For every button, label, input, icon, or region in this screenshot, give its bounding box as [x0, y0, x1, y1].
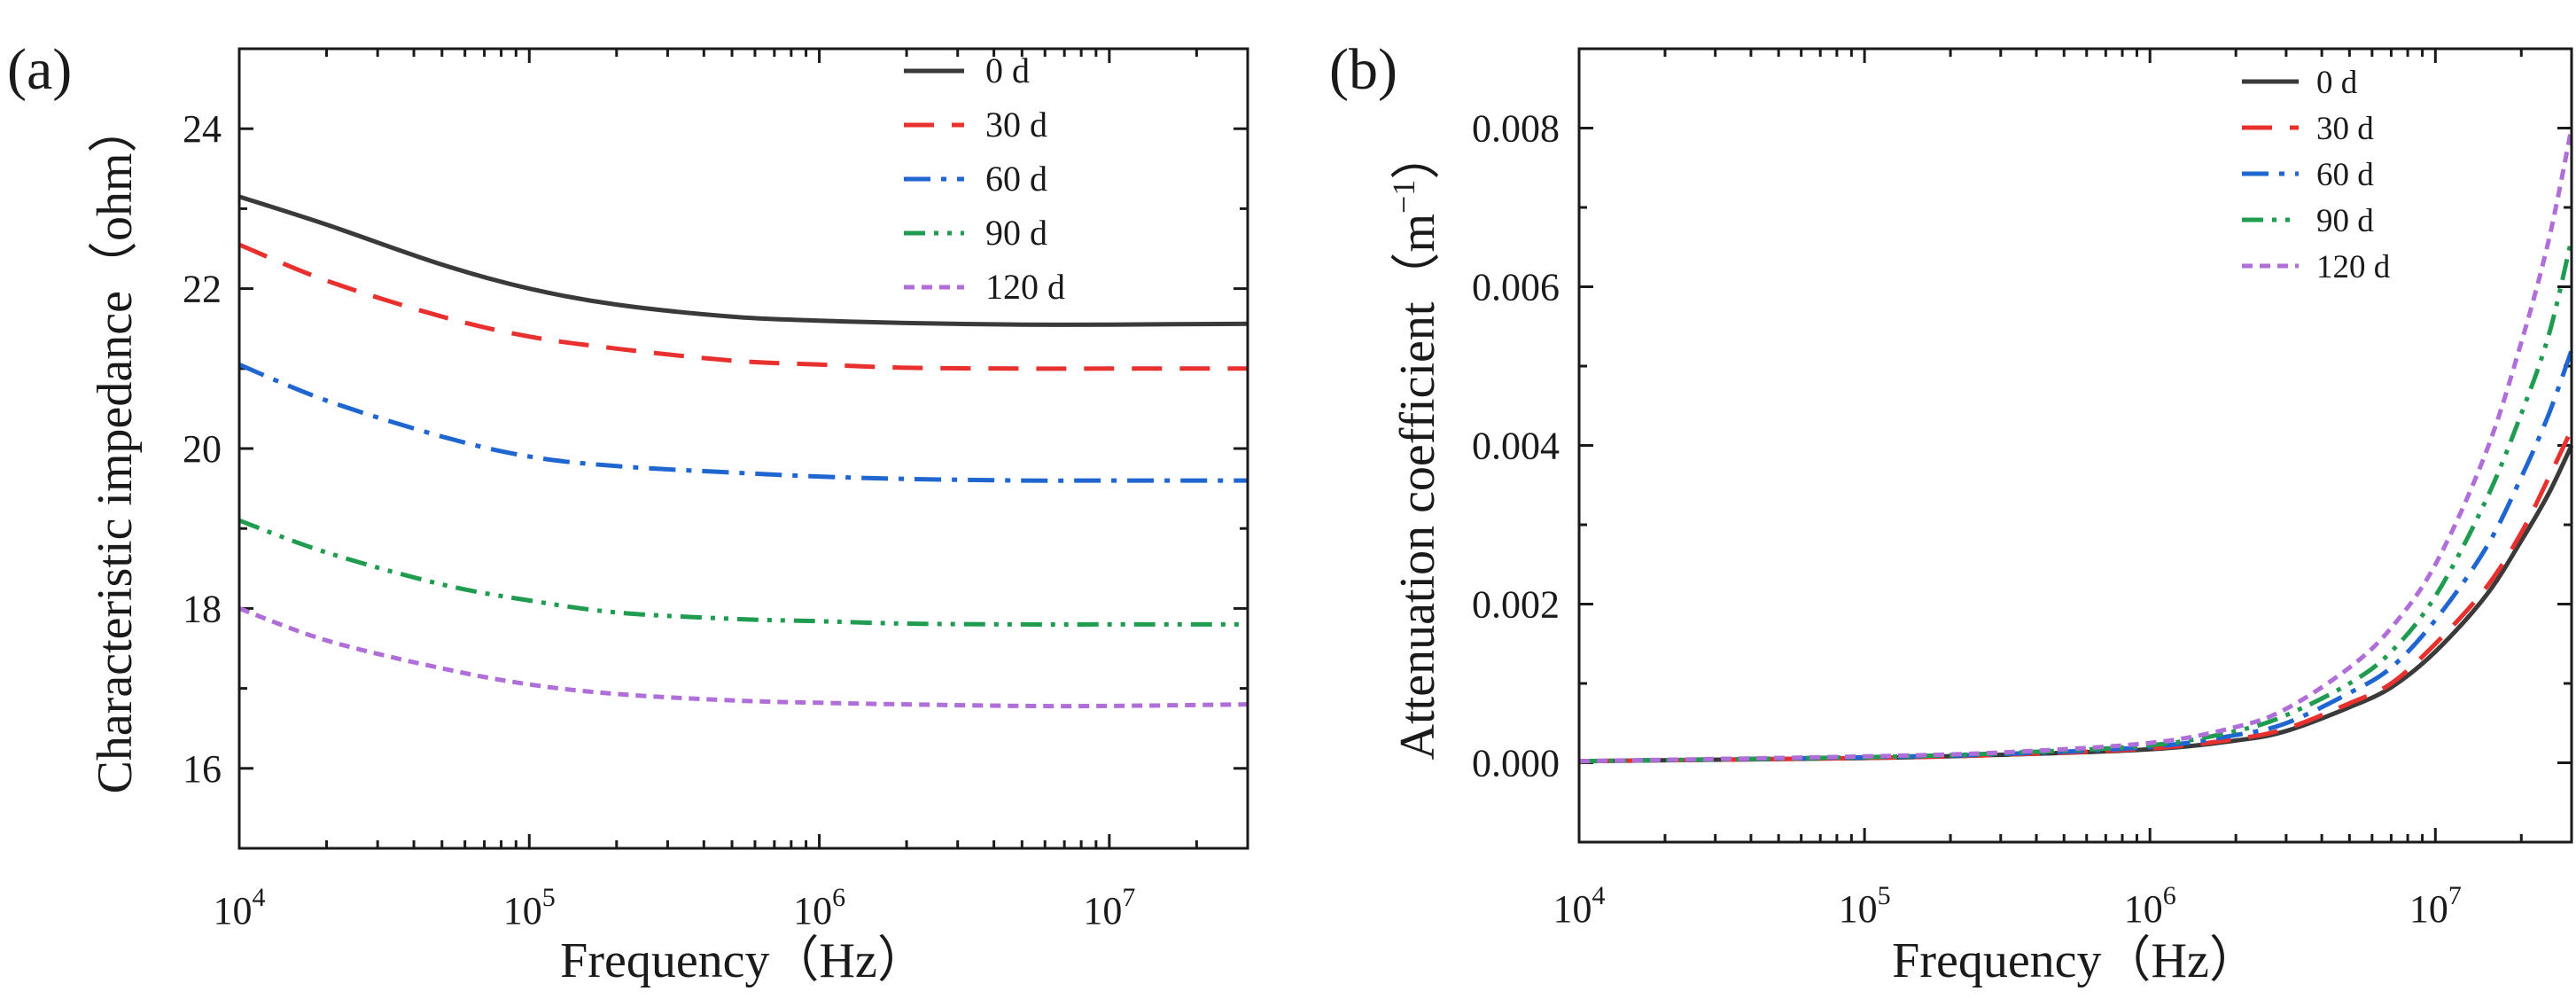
y-tick-label: 0.004 — [1472, 425, 1560, 468]
legend-label: 120 d — [985, 267, 1065, 307]
x-tick-labels: 104 105 106 107 — [1553, 881, 2462, 931]
series-line-0d — [238, 194, 1249, 327]
chart-panel-a: (a) 16 18 20 22 24 104 105 106 107 Characterist… — [7, 37, 1249, 988]
y-tick-label: 0.008 — [1472, 107, 1560, 151]
y-axis-label-b-sup: −1 — [1386, 180, 1421, 214]
y-tick-label: 22 — [183, 268, 222, 311]
panel-label-a: (a) — [7, 37, 72, 102]
x-tick-label: 106 — [2124, 881, 2176, 931]
y-tick-label: 0.002 — [1472, 583, 1560, 627]
x-tick-labels: 104 105 106 107 — [214, 883, 1136, 933]
plot-area-b — [1577, 47, 2574, 844]
x-tick-label: 104 — [1553, 881, 1606, 931]
legend-label: 30 d — [985, 105, 1047, 144]
series-line-60d — [1578, 349, 2574, 764]
series-line-120d — [1578, 127, 2574, 764]
legend-a: 0 d 30 d 60 d 90 d 120 d — [904, 51, 1065, 307]
x-tick-label: 107 — [2409, 881, 2462, 931]
y-axis-label-b-close: ） — [1390, 130, 1445, 180]
axes-frame-b — [1577, 47, 2573, 844]
x-axis-label-a: Frequency（Hz） — [560, 933, 927, 988]
legend-b: 0 d 30 d 60 d 90 d 120 d — [2242, 65, 2391, 285]
legend-label: 90 d — [985, 213, 1047, 253]
series-line-90d — [238, 518, 1248, 627]
y-tick-label: 16 — [183, 747, 222, 791]
x-tick-label: 104 — [214, 883, 266, 933]
series-line-60d — [238, 362, 1248, 483]
legend-label: 0 d — [2316, 65, 2358, 101]
x-axis-label-b: Frequency（Hz） — [1892, 933, 2259, 988]
y-tick-labels: 0.000 0.002 0.004 0.006 0.008 — [1472, 107, 1560, 785]
x-tick-label: 106 — [793, 883, 845, 933]
legend-label: 0 d — [985, 51, 1030, 90]
y-tick-labels: 16 18 20 22 24 — [183, 107, 222, 791]
x-tick-label: 105 — [1839, 881, 1891, 931]
x-tick-label: 107 — [1083, 883, 1135, 933]
panel-label-b: (b) — [1329, 37, 1397, 102]
legend-label: 120 d — [2316, 249, 2391, 285]
series-line-30d — [238, 242, 1248, 371]
series-line-30d — [1578, 428, 2574, 764]
y-tick-label: 0.000 — [1472, 742, 1560, 785]
y-tick-label: 0.006 — [1472, 266, 1560, 309]
series-line-90d — [1578, 238, 2574, 764]
x-tick-label: 105 — [503, 883, 556, 933]
plot-area-a — [237, 47, 1249, 850]
y-tick-label: 24 — [183, 107, 222, 151]
series-line-0d — [1578, 444, 2574, 764]
y-axis-label-a: Characteristic impedance（ohm） — [88, 103, 143, 793]
y-axis-label-b: Attenuation coefficient（m−1） — [1386, 130, 1445, 761]
axes-frame-a — [237, 47, 1249, 850]
y-tick-label: 20 — [183, 427, 222, 471]
legend-label: 60 d — [985, 159, 1047, 199]
legend-label: 90 d — [2316, 203, 2374, 239]
y-axis-label-b-text: Attenuation coefficient（m — [1390, 214, 1445, 760]
series-line-120d — [238, 606, 1249, 709]
y-tick-label: 18 — [183, 587, 222, 630]
legend-label: 60 d — [2316, 157, 2374, 193]
legend-label: 30 d — [2316, 111, 2374, 147]
